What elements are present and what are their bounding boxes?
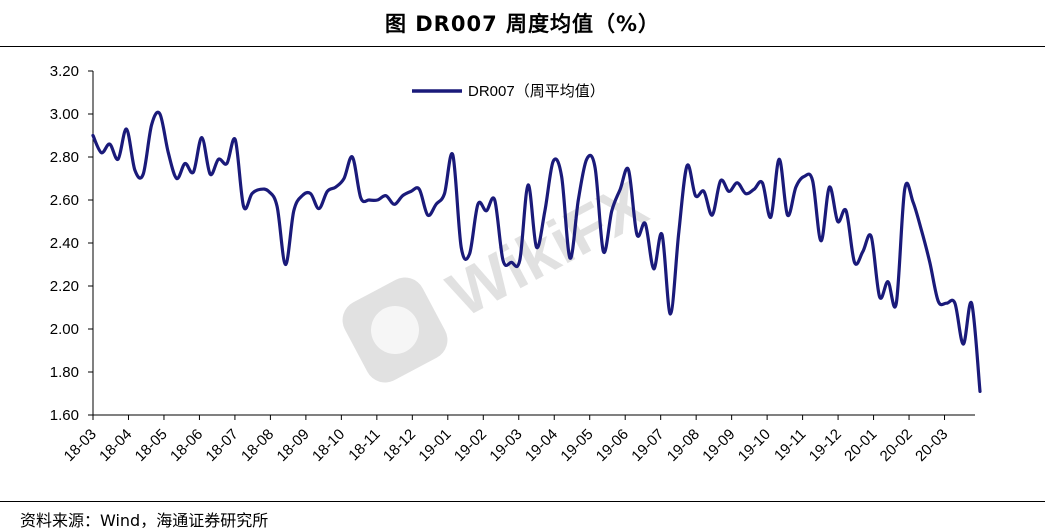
x-tick-label: 20-03 [912, 426, 951, 465]
x-tick-label: 18-09 [274, 426, 313, 465]
series-line-dr007 [91, 110, 982, 393]
y-tick-label: 3.20 [50, 63, 79, 80]
x-tick-label: 19-11 [771, 426, 809, 464]
legend-label: DR007（周平均值） [468, 83, 605, 100]
y-tick-label: 2.80 [50, 149, 79, 166]
y-tick-label: 3.00 [50, 106, 79, 123]
x-tick-label: 18-07 [203, 426, 242, 465]
x-tick-label: 18-05 [132, 426, 171, 465]
x-tick-label: 19-04 [522, 426, 561, 465]
source-note: 资料来源：Wind，海通证券研究所 [20, 511, 269, 530]
y-tick-label: 2.20 [50, 278, 79, 295]
x-tick-label: 19-12 [806, 426, 845, 465]
y-tick-label: 2.40 [50, 235, 79, 252]
x-tick-label: 18-11 [345, 426, 383, 464]
title-rule [0, 46, 1045, 47]
source-rule [0, 501, 1045, 502]
x-tick-label: 20-02 [877, 426, 916, 465]
x-tick-label: 19-07 [628, 426, 667, 465]
y-tick-label: 2.00 [50, 321, 79, 338]
x-tick-label: 19-09 [699, 426, 738, 465]
page-title: 图 DR007 周度均值（%） [384, 12, 661, 36]
x-tick-label: 18-10 [309, 426, 348, 465]
x-tick-label: 18-06 [167, 426, 206, 465]
y-axis-ticks: 3.20 3.00 2.80 2.60 2.40 2.20 2.00 1.80 1.60 [50, 63, 93, 424]
y-tick-label: 2.60 [50, 192, 79, 209]
x-tick-label: 20-01 [841, 426, 880, 465]
legend: DR007（周平均值） [412, 83, 605, 100]
x-tick-label: 18-03 [61, 426, 100, 465]
x-tick-label: 18-08 [238, 426, 277, 465]
x-tick-label: 19-08 [664, 426, 703, 465]
y-tick-label: 1.60 [50, 407, 79, 424]
x-tick-label: 19-06 [593, 426, 632, 465]
x-tick-label: 19-03 [486, 426, 525, 465]
x-tick-label: 19-05 [557, 426, 596, 465]
x-tick-label: 18-12 [380, 426, 419, 465]
x-tick-label: 19-10 [735, 426, 774, 465]
x-tick-label: 19-01 [415, 426, 454, 465]
y-tick-label: 1.80 [50, 364, 79, 381]
line-chart: WikiFX 3.203.002.802.602.402.202.001.801… [50, 63, 982, 465]
x-tick-label: 19-02 [451, 426, 490, 465]
x-axis-ticks: 18-0318-0418-0518-0618-0718-0818-0918-10… [61, 415, 951, 465]
x-tick-label: 18-04 [96, 426, 135, 465]
